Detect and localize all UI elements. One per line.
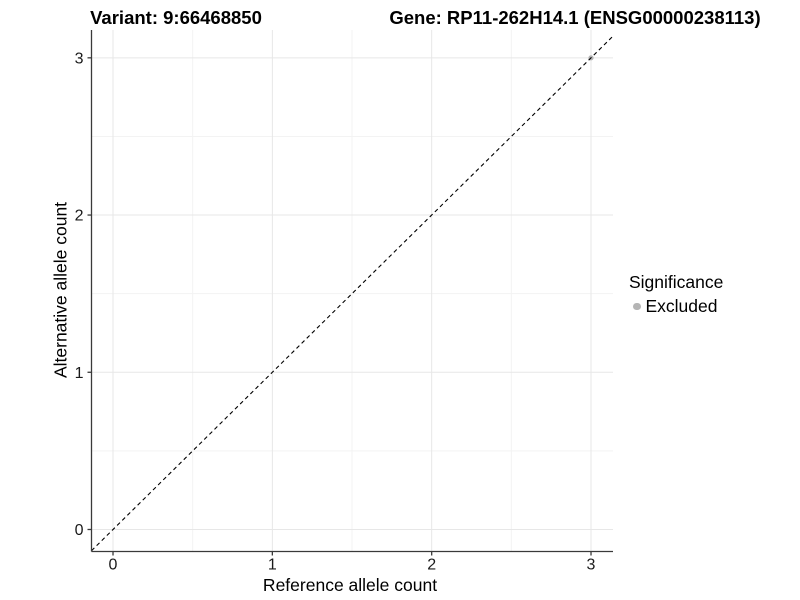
y-tick-label: 0 <box>75 522 84 539</box>
plot-title-variant: Variant: 9:66468850 <box>90 7 262 28</box>
x-axis-title: Reference allele count <box>262 575 438 595</box>
y-axis-title: Alternative allele count <box>50 201 71 379</box>
x-tick-label: 1 <box>268 557 277 574</box>
x-tick-label: 0 <box>109 557 118 574</box>
y-tick-label: 2 <box>75 208 84 225</box>
x-tick-label: 2 <box>427 557 436 574</box>
y-tick-label: 3 <box>75 51 84 68</box>
legend-point-icon <box>633 302 641 311</box>
legend: Significance Excluded <box>629 272 723 317</box>
x-tick-label: 3 <box>587 557 596 574</box>
y-tick-label: 1 <box>75 365 84 382</box>
legend-entry-excluded: Excluded <box>633 296 723 317</box>
plot-title-gene: Gene: RP11-262H14.1 (ENSG00000238113) <box>389 7 761 28</box>
legend-title: Significance <box>629 272 724 292</box>
legend-entry-label: Excluded <box>645 296 718 316</box>
